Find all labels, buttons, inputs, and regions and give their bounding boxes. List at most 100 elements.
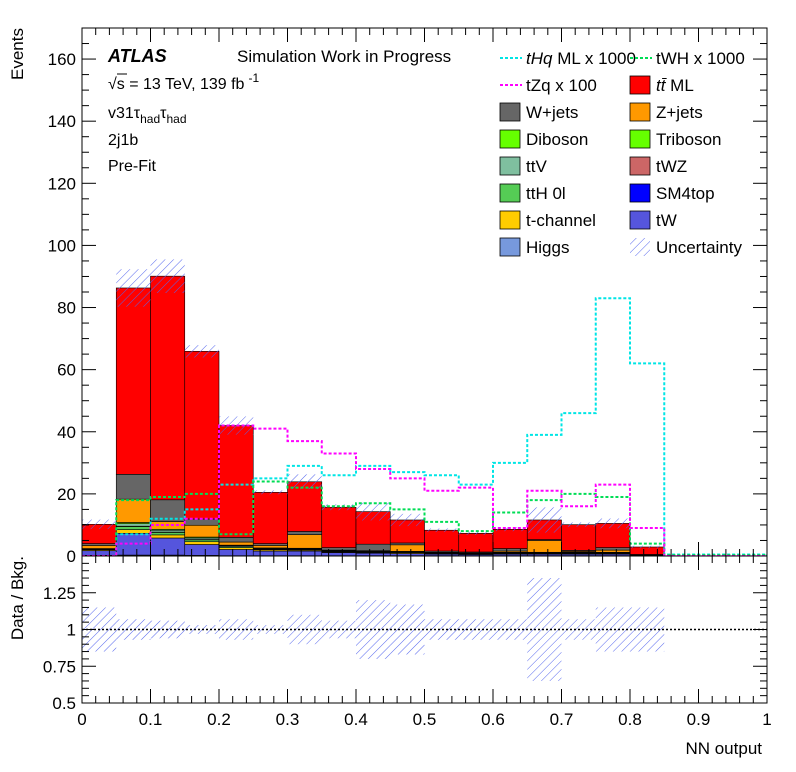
x-tick-label: 0.8 — [618, 710, 642, 729]
bar-z-jets-bin-15 — [595, 549, 631, 553]
bar-tw-bin-0 — [82, 550, 117, 556]
x-axis-label: NN output — [685, 739, 762, 758]
y-axis-label: Events — [8, 28, 27, 80]
bar-ttv-bin-1 — [115, 523, 151, 527]
bar-tw-bin-3 — [184, 544, 220, 556]
legend-entry-twh: tWH x 1000 — [630, 49, 745, 68]
uncertainty-bin-4 — [219, 416, 254, 435]
bar-tt-ml-bin-1 — [115, 287, 151, 475]
region-label: 2j1b — [108, 132, 138, 149]
legend-label-text-tth: ttH 0l — [526, 184, 566, 203]
uncertainty-bin-5 — [253, 490, 288, 495]
legend-label-tchan: t-channel — [526, 211, 596, 230]
bar-w-jets-bin-1 — [115, 474, 151, 500]
x-tick-label: 0.3 — [276, 710, 300, 729]
legend-label-text-higgs: Higgs — [526, 238, 569, 257]
legend-label-twh: tWH x 1000 — [656, 49, 745, 68]
bar-tth-0l-bin-1 — [115, 526, 151, 530]
y-tick-label: 0 — [67, 547, 76, 566]
bar-tt-ml-bin-4 — [218, 425, 254, 538]
legend-entry-unc: Uncertainty — [630, 238, 742, 257]
legend-label-text-unc: Uncertainty — [656, 238, 742, 257]
legend-label-text-twh: tWH x 1000 — [656, 49, 745, 68]
axes: 0 20 40 60 80 100 120 140 160 0.5 0.75 1 1.25 0 0.1 0.2… — [43, 27, 772, 729]
x-tick-label: 0.4 — [344, 710, 368, 729]
legend-entry-tzq: tZq x 100 — [500, 76, 597, 95]
y-tick-label: 60 — [57, 361, 76, 380]
bar-tw-bin-4 — [218, 549, 254, 556]
legend-swatch-sm4top — [629, 183, 651, 203]
legend-label-ttv: ttV — [526, 157, 547, 176]
bar-z-jets-bin-1 — [115, 498, 151, 523]
bar-w-jets-bin-4 — [218, 537, 254, 543]
ratio-uncertainty-bin-10 — [424, 619, 459, 640]
channel-label: v31τhadτhad — [108, 105, 187, 126]
channel-sub2: had — [166, 112, 186, 126]
legend-entry-tth: ttH 0l — [499, 183, 566, 203]
legend-entry-thq: tHq ML x 1000 — [500, 49, 636, 68]
y-tick-label: 160 — [48, 50, 76, 69]
uncertainty-bin-6 — [287, 474, 322, 490]
legend-label-text-zjets: Z+jets — [656, 103, 703, 122]
legend-label-text-ttml: ML — [665, 76, 693, 95]
bar-tt-ml-bin-12 — [492, 528, 528, 549]
bar-t-channel-bin-3 — [184, 541, 220, 545]
legend-swatch-twz — [629, 156, 651, 176]
x-tick-label: 0.9 — [687, 710, 711, 729]
bar-tt-ml-bin-5 — [252, 492, 288, 544]
ratio-tick-label: 0.5 — [52, 694, 76, 713]
lumi-exponent: -1 — [248, 71, 259, 85]
uncertainty-bin-0 — [82, 519, 117, 530]
legend-label-diboson: Diboson — [526, 130, 588, 149]
ratio-y-axis-label: Data / Bkg. — [8, 556, 27, 640]
bar-z-jets-bin-4 — [218, 541, 254, 546]
energy-label: √s = 13 TeV, 139 fb -1 — [108, 71, 259, 93]
legend-label-tw: tW — [656, 211, 677, 230]
ratio-tick-label: 1 — [67, 621, 76, 640]
legend-label-text-wjets: W+jets — [526, 103, 578, 122]
legend-label-text-diboson: Diboson — [526, 130, 588, 149]
legend-entry-tchan: t-channel — [499, 210, 596, 230]
signal-tzq-x-100 — [82, 424, 767, 556]
legend-label-thq: tHq ML x 1000 — [526, 49, 636, 68]
bar-z-jets-bin-3 — [184, 524, 220, 538]
uncertainty-bin-12 — [493, 527, 528, 532]
legend-label-higgs: Higgs — [526, 238, 569, 257]
legend-label-text-tw: tW — [656, 211, 677, 230]
x-tick-label: 0.7 — [550, 710, 574, 729]
legend-swatch-ttml — [629, 75, 651, 95]
uncertainty-bin-9 — [390, 513, 425, 527]
bar-t-channel-bin-2 — [150, 534, 186, 539]
bar-tt-ml-bin-2 — [150, 275, 186, 501]
ratio-uncertainty-bin-15 — [595, 607, 630, 652]
legend-label-twz: tWZ — [656, 157, 687, 176]
y-tick-label: 80 — [57, 299, 76, 318]
ratio-uncertainty-bin-3 — [184, 625, 219, 634]
bar-tt-ml-bin-11 — [458, 533, 494, 553]
legend-swatch-tchan — [499, 210, 521, 230]
ratio-tick-label: 1.25 — [43, 584, 76, 603]
ratio-tick-label: 0.75 — [43, 657, 76, 676]
channel-text: v31τ — [108, 105, 141, 122]
bar-tt-ml-bin-10 — [424, 529, 460, 552]
legend-swatch-diboson — [499, 129, 521, 149]
bar-w-jets-bin-7 — [321, 547, 357, 551]
x-tick-label: 0 — [77, 710, 86, 729]
bar-tw-bin-7 — [321, 552, 357, 556]
legend-label-tzq: tZq x 100 — [526, 76, 597, 95]
y-tick-label: 140 — [48, 112, 76, 131]
x-tick-label: 1 — [762, 710, 771, 729]
legend-label-wjets: W+jets — [526, 103, 578, 122]
uncertainty-bin-16 — [630, 545, 665, 549]
bar-tt-ml-bin-7 — [321, 506, 357, 548]
uncertainty-bin-15 — [595, 518, 630, 529]
legend-swatch-unc — [630, 238, 650, 256]
bar-tt-ml-bin-6 — [287, 481, 323, 532]
uncertainty-bin-3 — [184, 345, 219, 358]
bar-w-jets-bin-3 — [184, 518, 220, 526]
energy-text: √s = 13 TeV, 139 fb — [108, 76, 245, 93]
uncertainty-bin-11 — [458, 531, 493, 535]
x-tick-label: 0.2 — [207, 710, 231, 729]
x-tick-label: 0.5 — [413, 710, 437, 729]
